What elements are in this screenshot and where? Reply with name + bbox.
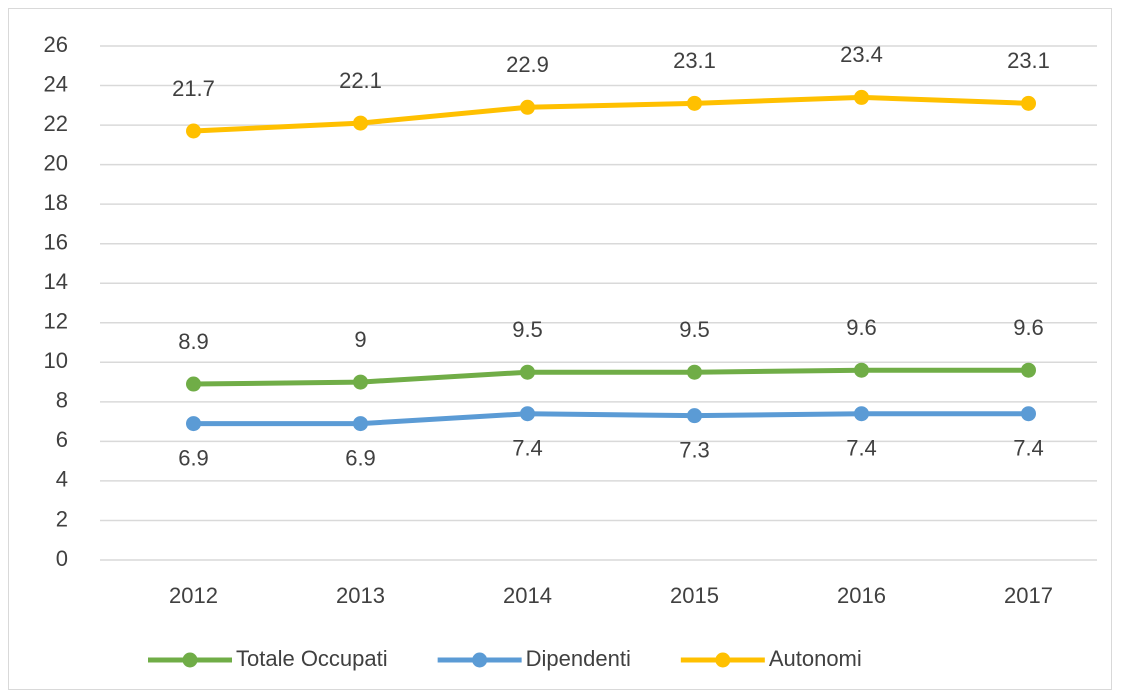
legend-marker [182,652,198,668]
chart-border [8,8,1112,690]
data-label: 7.4 [846,436,877,461]
data-point [186,376,201,392]
y-tick-label: 14 [44,269,68,294]
data-label: 23.1 [673,48,716,73]
data-label: 6.9 [345,445,376,470]
data-point [687,408,702,424]
y-tick-label: 10 [44,348,68,373]
y-tick-label: 6 [56,427,68,452]
y-tick-label: 26 [44,32,68,57]
series-line [193,367,1029,387]
y-tick-label: 20 [44,150,68,175]
data-label: 21.7 [172,76,215,101]
data-label: 9.6 [1013,315,1044,340]
legend-marker [715,652,731,668]
data-point [186,416,201,432]
data-label: 22.1 [339,68,382,93]
y-tick-label: 16 [44,230,68,255]
data-label: 22.9 [506,52,549,77]
data-label: 9.6 [846,315,877,340]
x-tick-label: 2017 [1004,583,1053,608]
x-tick-label: 2012 [169,583,218,608]
x-tick-label: 2015 [670,583,719,608]
y-tick-label: 2 [56,506,68,531]
series-line [193,94,1029,134]
data-point [520,364,535,380]
data-point [1021,362,1036,378]
data-point [520,406,535,422]
data-point [186,123,201,139]
data-label: 6.9 [178,445,209,470]
legend-label: Dipendenti [526,646,631,671]
data-point [854,89,869,105]
y-tick-label: 24 [44,71,68,96]
legend-label: Autonomi [769,646,862,671]
data-label: 9 [354,327,366,352]
data-point [353,115,368,131]
y-tick-label: 4 [56,467,68,492]
data-point [353,416,368,432]
y-tick-label: 22 [44,111,68,136]
data-point [854,406,869,422]
data-label: 8.9 [178,329,209,354]
x-tick-label: 2014 [503,583,552,608]
data-point [353,374,368,390]
legend-marker [472,652,488,668]
data-label: 9.5 [679,317,710,342]
data-label: 9.5 [512,317,543,342]
x-tick-label: 2016 [837,583,886,608]
data-point [854,362,869,378]
data-label: 7.3 [679,437,710,462]
data-label: 23.1 [1007,48,1050,73]
data-label: 7.4 [512,436,543,461]
data-point [687,95,702,111]
y-tick-label: 8 [56,388,68,413]
data-point [1021,95,1036,111]
data-point [1021,406,1036,422]
data-label: 23.4 [840,42,883,67]
series-line [193,411,1029,427]
legend-label: Totale Occupati [236,646,388,671]
data-label: 7.4 [1013,436,1044,461]
y-tick-label: 0 [56,546,68,571]
data-point [687,364,702,380]
x-tick-label: 2013 [336,583,385,608]
y-tick-label: 18 [44,190,68,215]
y-tick-label: 12 [44,309,68,334]
data-point [520,99,535,115]
